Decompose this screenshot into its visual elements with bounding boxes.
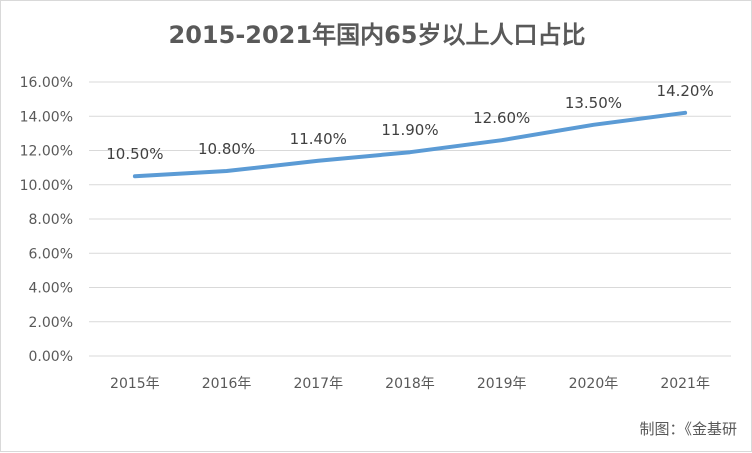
series-line xyxy=(132,110,688,179)
data-label: 10.80% xyxy=(198,140,255,158)
y-tick-label: 16.00% xyxy=(20,75,73,91)
y-tick-label: 0.00% xyxy=(29,349,73,365)
data-label: 13.50% xyxy=(565,94,622,112)
y-tick-label: 4.00% xyxy=(29,281,73,297)
x-tick-label: 2019年 xyxy=(477,376,527,392)
y-tick-label: 8.00% xyxy=(29,212,73,228)
y-tick-label: 10.00% xyxy=(20,178,73,194)
data-labels: 10.50% 10.80% 11.40% 11.90% 12.60% 13.50% 14.2… xyxy=(106,82,713,163)
source-credit: 制图：《金基研 xyxy=(639,420,737,438)
y-tick-label: 6.00% xyxy=(29,246,73,262)
y-axis-ticks: 0.00% 2.00% 4.00% 6.00% 8.00% 10.00% 12.00% 14.… xyxy=(20,75,73,365)
data-label: 11.40% xyxy=(290,130,347,148)
x-tick-label: 2015年 xyxy=(110,376,160,392)
x-tick-label: 2021年 xyxy=(660,376,710,392)
gridlines xyxy=(89,81,731,357)
x-tick-label: 2016年 xyxy=(202,376,252,392)
y-tick-label: 2.00% xyxy=(29,315,73,331)
data-label: 11.90% xyxy=(381,121,438,139)
x-tick-label: 2018年 xyxy=(385,376,435,392)
data-label: 14.20% xyxy=(657,82,714,100)
data-label: 10.50% xyxy=(106,145,163,163)
x-axis-ticks: 2015年 2016年 2017年 2018年 2019年 2020年 2021年 xyxy=(110,376,710,392)
chart-title: 2015-2021年国内65岁以上人口占比 xyxy=(168,21,586,49)
x-tick-label: 2020年 xyxy=(569,376,619,392)
y-tick-label: 14.00% xyxy=(20,109,73,125)
x-tick-label: 2017年 xyxy=(293,376,343,392)
data-label: 12.60% xyxy=(473,109,530,127)
y-tick-label: 12.00% xyxy=(20,144,73,160)
